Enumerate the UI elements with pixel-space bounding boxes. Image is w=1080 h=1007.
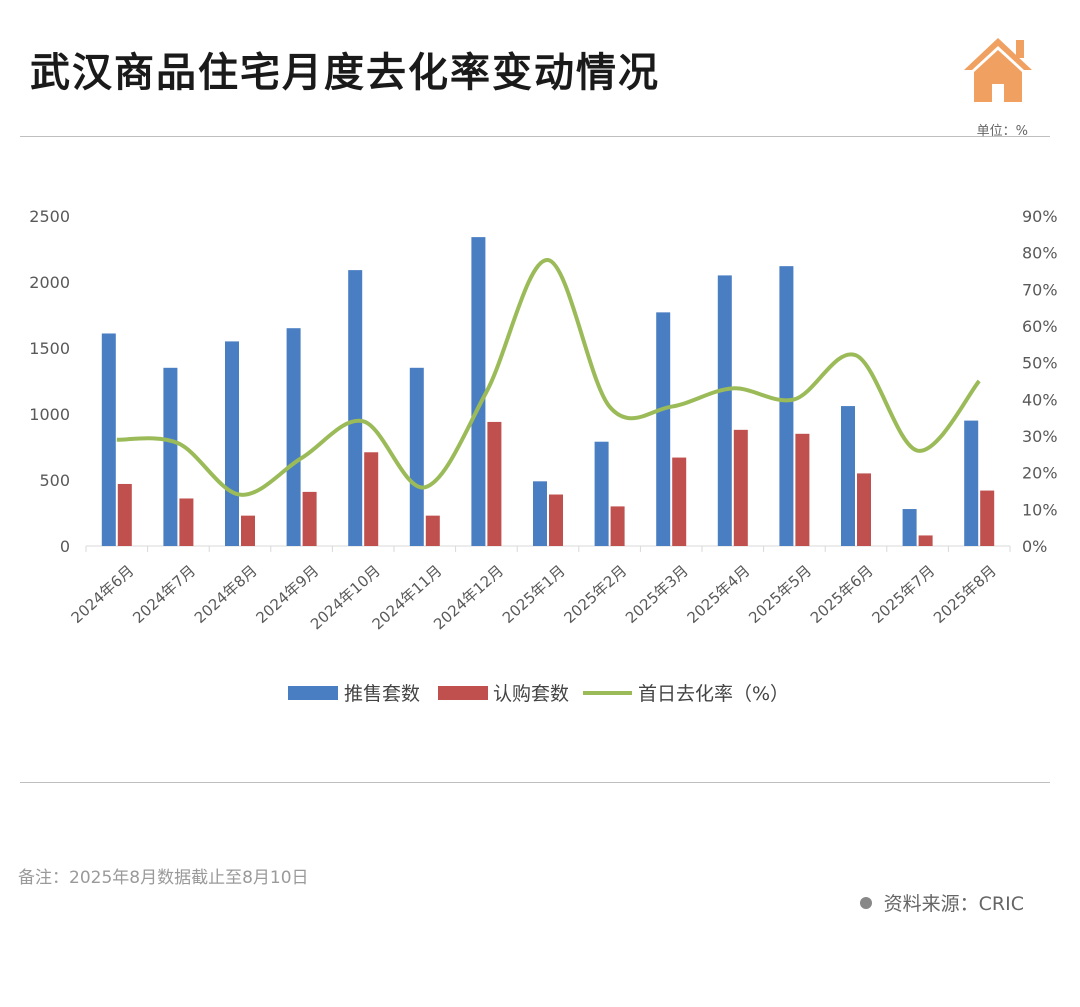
bar-subscription [980, 490, 995, 546]
footer-divider [20, 782, 1050, 783]
bar-supply [964, 420, 979, 546]
x-tick-label: 2025年5月 [745, 562, 815, 627]
legend-swatch-subscription [438, 686, 488, 700]
legend-label-subscription: 认购套数 [493, 683, 569, 705]
right-tick-label: 40% [1022, 390, 1058, 409]
x-tick-label: 2025年1月 [499, 562, 569, 627]
bars-group [101, 237, 995, 546]
bar-supply [286, 328, 301, 546]
bar-subscription [117, 483, 132, 546]
bar-subscription [857, 473, 871, 546]
right-tick-label: 60% [1022, 317, 1058, 336]
right-tick-label: 20% [1022, 464, 1058, 483]
x-axis-tick-marks [85, 546, 1011, 552]
legend-label-supply: 推售套数 [344, 683, 420, 705]
bar-supply [348, 270, 363, 546]
x-tick-label: 2024年7月 [129, 562, 199, 627]
bar-supply [409, 367, 424, 546]
bar-subscription [733, 429, 748, 546]
source-text: 资料来源：CRIC [883, 893, 1024, 915]
x-tick-label: 2025年3月 [622, 562, 692, 627]
bar-supply [841, 406, 855, 546]
bar-supply [533, 481, 547, 546]
right-tick-label: 90% [1022, 207, 1058, 226]
x-axis-labels: 2024年6月2024年7月2024年8月2024年9月2024年10月2024… [68, 562, 1000, 634]
left-tick-label: 1500 [29, 339, 70, 358]
bar-subscription [918, 535, 933, 546]
right-tick-label: 80% [1022, 244, 1058, 263]
x-tick-label: 2025年6月 [807, 562, 877, 627]
bar-supply [225, 341, 239, 546]
right-tick-label: 30% [1022, 427, 1058, 446]
legend-swatch-supply [288, 686, 338, 700]
x-tick-label: 2025年2月 [560, 562, 630, 627]
left-axis-ticks: 0 500 1000 1500 2000 2500 [29, 207, 70, 556]
legend-label-rate: 首日去化率（%） [638, 683, 789, 705]
series-line-rate [116, 258, 981, 497]
bar-subscription [795, 433, 810, 546]
bar-subscription [241, 515, 255, 546]
left-tick-label: 2500 [29, 207, 70, 226]
x-tick-label: 2025年7月 [868, 562, 938, 627]
x-tick-label: 2025年8月 [930, 562, 1000, 627]
bar-supply [471, 237, 486, 546]
bar-supply [779, 266, 794, 546]
bar-supply [717, 275, 732, 546]
bar-supply [101, 333, 116, 546]
right-tick-label: 50% [1022, 354, 1058, 373]
footnote: 备注：2025年8月数据截止至8月10日 [18, 868, 309, 888]
page-title: 武汉商品住宅月度去化率变动情况 [30, 50, 660, 96]
x-tick-label: 2024年6月 [68, 562, 138, 627]
bar-subscription [364, 452, 379, 546]
bar-subscription [487, 421, 502, 546]
right-tick-label: 0% [1022, 537, 1047, 556]
bar-supply [902, 509, 917, 546]
right-tick-label: 10% [1022, 500, 1058, 519]
bullet-dot-icon [859, 896, 872, 909]
header-divider [20, 136, 1050, 137]
left-tick-label: 0 [60, 537, 70, 556]
x-tick-label: 2025年4月 [684, 562, 754, 627]
source-credit: 资料来源：CRIC [859, 889, 1024, 916]
unit-label: 单位：% [976, 124, 1028, 139]
house-icon [958, 30, 1038, 106]
bar-subscription [179, 498, 194, 546]
bar-subscription [610, 506, 625, 546]
x-tick-label: 2024年8月 [191, 562, 261, 627]
legend: 推售套数 认购套数 首日去化率（%） [288, 683, 789, 705]
left-tick-label: 500 [39, 471, 70, 490]
left-tick-label: 1000 [29, 405, 70, 424]
right-tick-label: 70% [1022, 280, 1058, 299]
bar-supply [594, 441, 609, 546]
bar-subscription [425, 515, 440, 546]
combo-chart: 0 500 1000 1500 2000 2500 0% 10% 20% 30% 40% 50% 60… [29, 207, 1058, 705]
left-tick-label: 2000 [29, 273, 70, 292]
bar-supply [163, 367, 178, 546]
bar-subscription [549, 494, 563, 546]
bar-supply [656, 312, 671, 546]
bar-subscription [672, 457, 687, 546]
bar-subscription [302, 491, 317, 546]
right-axis-ticks: 0% 10% 20% 30% 40% 50% 60% 70% 80% 90% [1022, 207, 1058, 556]
